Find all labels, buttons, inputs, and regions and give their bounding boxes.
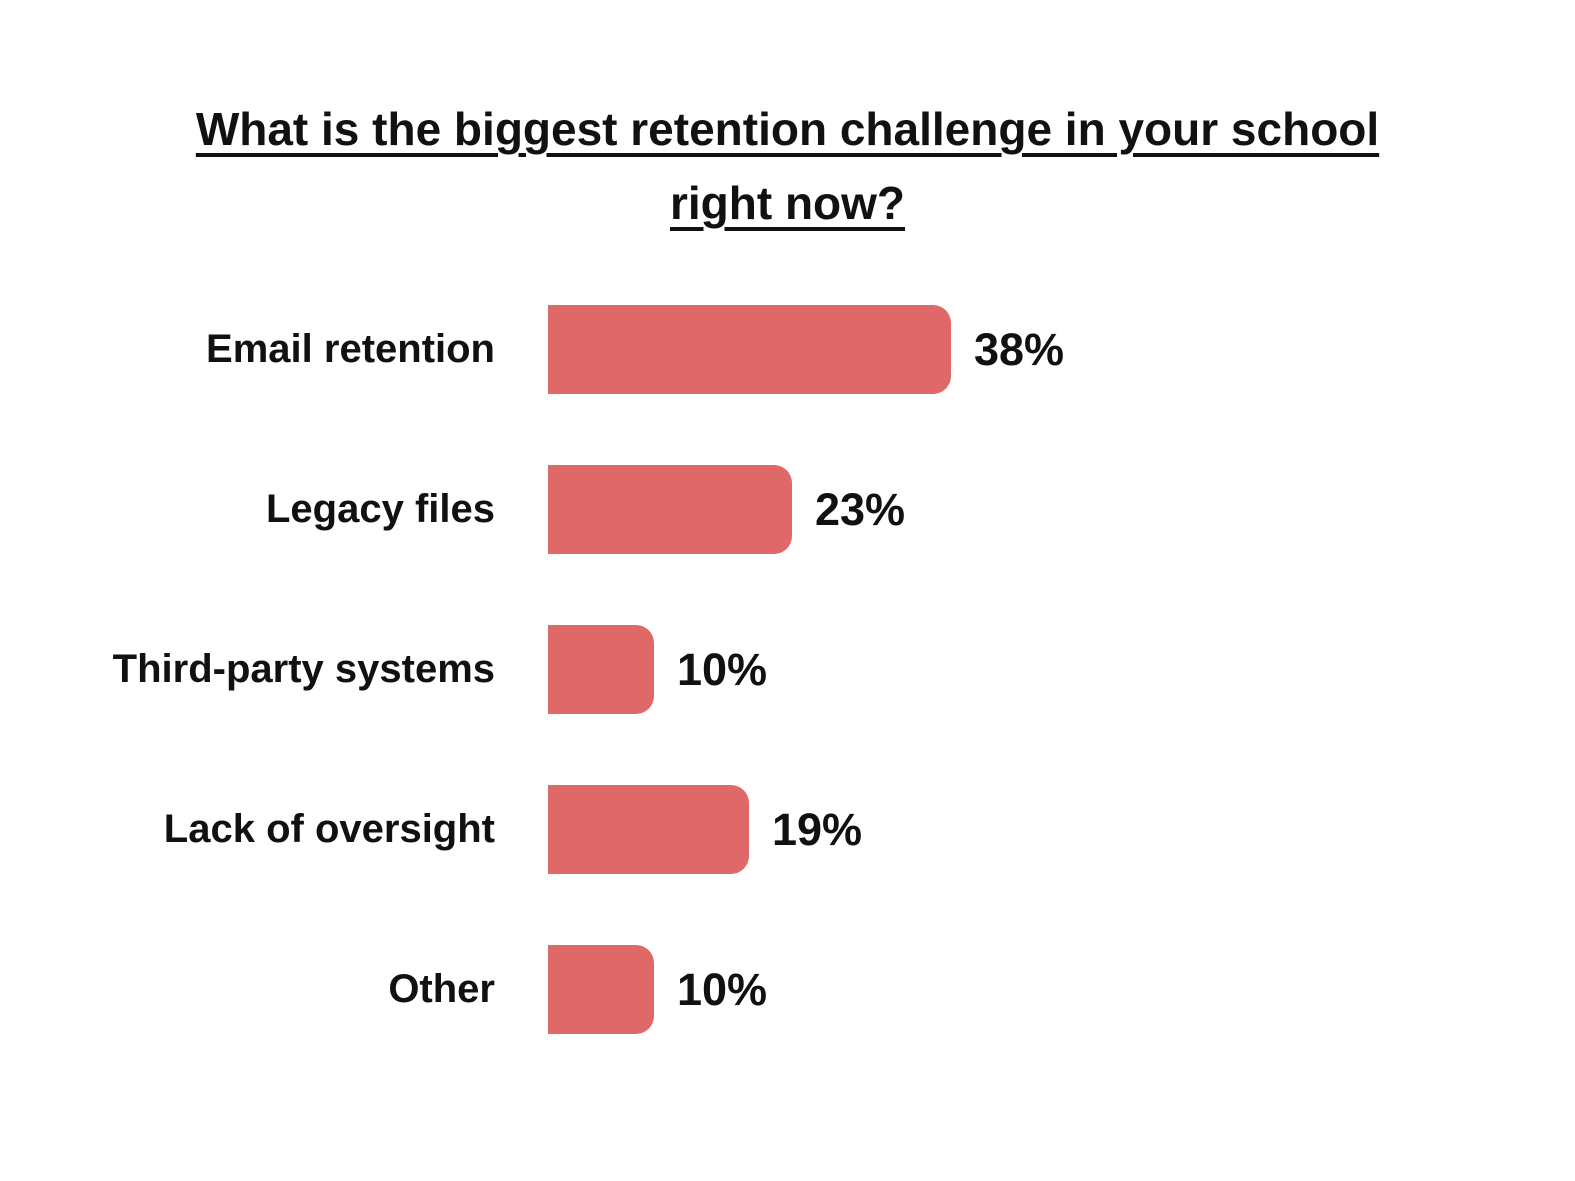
bar [548,465,792,554]
bar [548,305,951,394]
category-label: Email retention [206,327,495,371]
bar-row: Other 10% [0,945,1575,1034]
chart-title-line-2: right now? [669,177,906,229]
bar-row: Third-party systems 10% [0,625,1575,714]
bar-row: Legacy files 23% [0,465,1575,554]
bar [548,785,749,874]
chart-title: What is the biggest retention challenge … [0,92,1575,240]
bar [548,945,654,1034]
chart-title-line-1: What is the biggest retention challenge … [195,103,1380,155]
category-label: Lack of oversight [163,807,495,851]
value-label: 23% [815,483,906,535]
category-label: Other [388,967,495,1011]
bar [548,625,654,714]
bar-row: Lack of oversight 19% [0,785,1575,874]
category-label: Legacy files [265,487,495,531]
value-label: 10% [677,643,768,695]
value-label: 38% [974,323,1065,375]
value-label: 19% [772,803,863,855]
bar-row: Email retention 38% [0,305,1575,394]
value-label: 10% [677,963,768,1015]
bar-rows: Email retention 38% Legacy files 23% Thi… [0,305,1575,1105]
category-label: Third-party systems [112,647,495,691]
